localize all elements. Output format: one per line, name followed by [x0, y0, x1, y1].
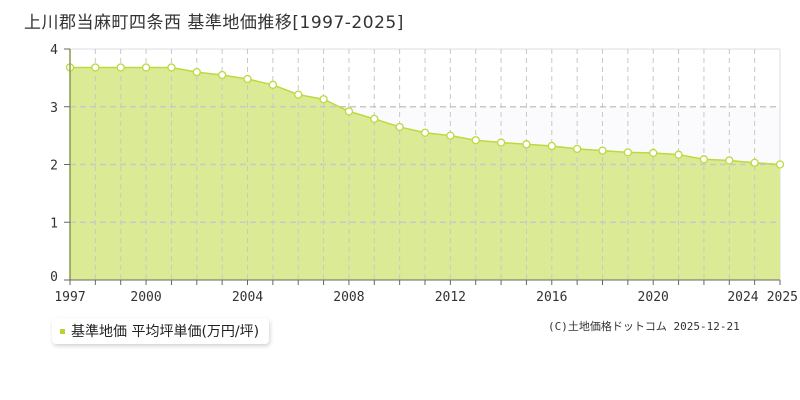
- legend-swatch: [60, 328, 65, 334]
- x-tick-label: 2025: [767, 290, 798, 305]
- data-point: [725, 156, 734, 165]
- x-tick-label: 2008: [333, 290, 364, 305]
- chart: 0 1 2 3 4 1997 2000 2004 2008 2012 2016 2020 2024 202…: [50, 43, 798, 305]
- y-tick-label: 3: [50, 101, 58, 116]
- area-fill: [70, 67, 780, 280]
- data-point: [674, 150, 683, 159]
- y-tick-label: 2: [50, 159, 58, 174]
- data-point: [192, 67, 201, 77]
- data-point: [395, 122, 404, 132]
- data-point: [141, 63, 151, 72]
- data-point: [471, 136, 480, 145]
- data-point: [243, 74, 252, 84]
- x-tick-label: 2012: [435, 290, 466, 305]
- data-point: [522, 140, 531, 149]
- x-tick-label: 2016: [536, 290, 567, 305]
- data-point: [598, 146, 607, 155]
- data-point: [217, 70, 227, 80]
- data-point: [116, 63, 125, 72]
- chart-title: 上川郡当麻町四条西 基準地価推移[1997-2025]: [24, 13, 404, 33]
- data-point: [649, 148, 658, 158]
- data-point: [775, 160, 785, 169]
- data-point: [319, 95, 328, 104]
- credit-text: (C)土地価格ドットコム 2025-12-21: [548, 320, 740, 333]
- data-point: [268, 80, 278, 89]
- y-tick-label: 4: [50, 43, 58, 58]
- data-point: [167, 63, 176, 72]
- data-point: [294, 90, 303, 99]
- y-tick-label: 1: [50, 216, 58, 231]
- data-point: [420, 128, 430, 137]
- data-point: [572, 144, 582, 154]
- data-point: [91, 63, 100, 72]
- x-tick-label: 2024: [727, 290, 758, 305]
- data-point: [699, 155, 709, 164]
- data-point: [446, 131, 455, 140]
- data-point: [547, 141, 556, 151]
- data-point: [623, 148, 633, 157]
- legend[interactable]: 基準地価 平均坪単価(万円/坪): [52, 318, 270, 344]
- data-point: [370, 114, 379, 124]
- x-tick-label: 2000: [130, 290, 161, 305]
- x-tick-label: 2020: [638, 290, 669, 305]
- legend-label: 基準地価 平均坪単価(万円/坪): [71, 324, 260, 340]
- data-point: [750, 158, 759, 167]
- data-point: [344, 107, 354, 116]
- y-tick-label: 0: [50, 270, 58, 285]
- data-point: [496, 138, 506, 147]
- x-tick-label: 1997: [54, 290, 85, 305]
- x-tick-label: 2004: [232, 290, 263, 305]
